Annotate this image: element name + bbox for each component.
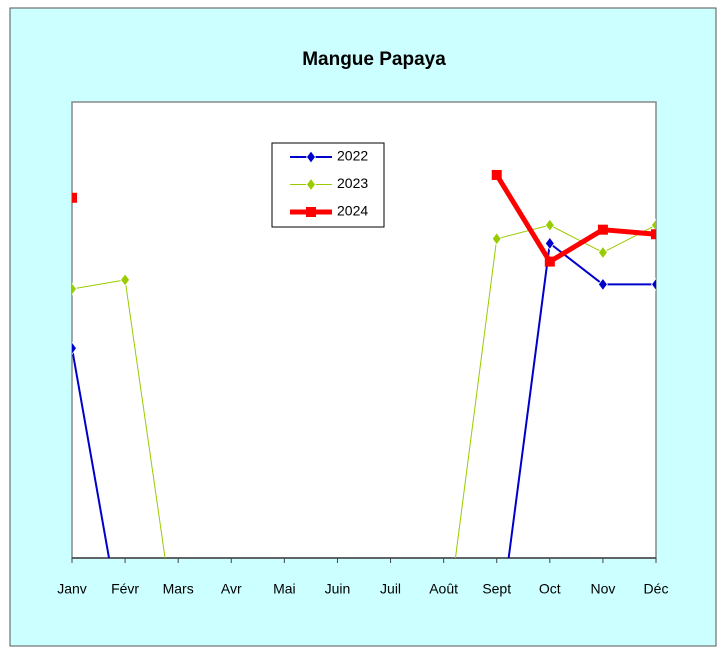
legend-label: 2022: [337, 148, 368, 164]
x-tick-label: Oct: [539, 581, 561, 597]
series-line: [72, 224, 656, 558]
x-tick-label: Mai: [273, 581, 296, 597]
x-tick-label: Déc: [644, 581, 669, 597]
legend-label: 2024: [337, 203, 368, 219]
x-tick-label: Sept: [482, 581, 511, 597]
legend-label: 2023: [337, 175, 368, 191]
marker: [491, 232, 502, 246]
marker: [72, 341, 77, 355]
x-tick-label: Juin: [325, 581, 351, 597]
legend-marker: [306, 150, 316, 164]
legend-marker: [306, 207, 316, 217]
marker: [544, 236, 555, 251]
x-tick-label: Mars: [163, 581, 194, 597]
marker: [651, 218, 656, 232]
chart-title: Mangue Papaya: [302, 49, 446, 70]
marker: [651, 277, 656, 292]
series-line: [494, 173, 656, 265]
marker: [651, 229, 656, 240]
marker: [72, 282, 77, 296]
marker: [597, 277, 608, 292]
x-tick-label: Févr: [111, 581, 139, 597]
marker: [597, 224, 608, 235]
marker: [491, 169, 502, 180]
marker: [72, 192, 77, 203]
marker: [544, 256, 555, 267]
x-tick-label: Juil: [380, 581, 401, 597]
marker: [597, 245, 608, 260]
plot-group: [72, 169, 656, 558]
x-tick-label: Août: [429, 581, 458, 597]
series-line: [72, 242, 656, 558]
x-tick-label: Nov: [590, 581, 615, 597]
x-tick-label: Avr: [221, 581, 242, 597]
marker: [544, 218, 555, 232]
marker: [120, 273, 131, 287]
legend-marker: [306, 177, 316, 192]
x-tick-label: Janv: [57, 581, 87, 597]
